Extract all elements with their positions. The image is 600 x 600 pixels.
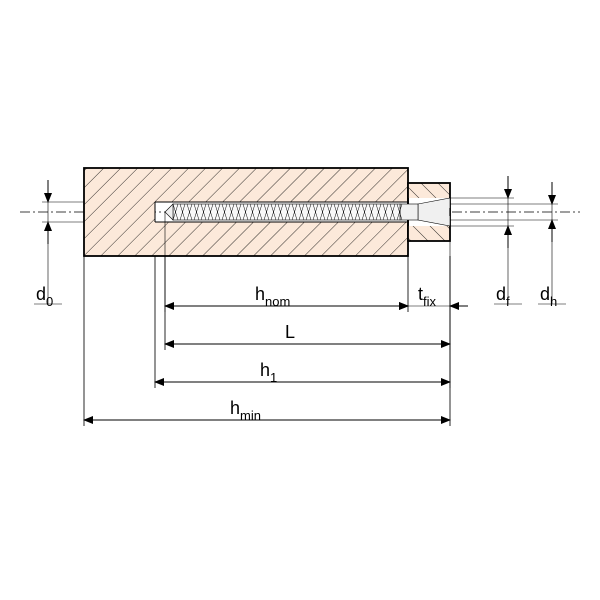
- label-L: L: [285, 322, 295, 342]
- label-t-fix: tfix: [418, 284, 437, 309]
- label-d-0: d0: [36, 284, 53, 309]
- label-h-min: hmin: [230, 398, 261, 423]
- label-h-nom: hnom: [255, 284, 290, 309]
- main-drawing: [20, 168, 580, 256]
- label-d-h: dh: [540, 284, 557, 309]
- diagram-root: hminh1Lhnomtfixd0dfdh: [0, 0, 600, 600]
- label-h-1: h1: [260, 360, 277, 385]
